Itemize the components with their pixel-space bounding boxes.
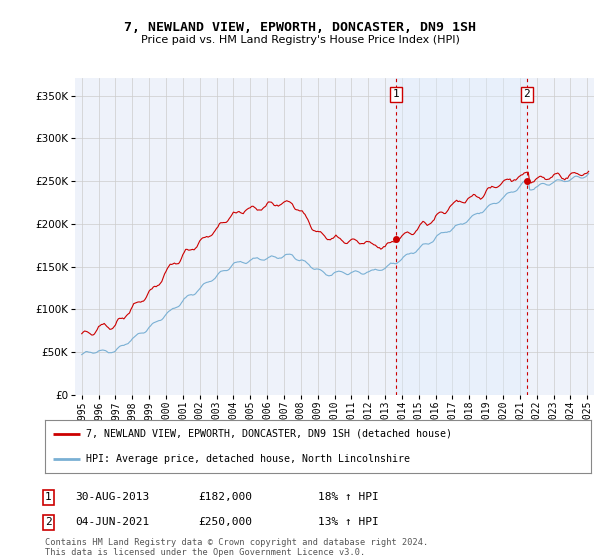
Text: 30-AUG-2013: 30-AUG-2013 — [75, 492, 149, 502]
Text: £182,000: £182,000 — [198, 492, 252, 502]
Text: 18% ↑ HPI: 18% ↑ HPI — [318, 492, 379, 502]
Text: 1: 1 — [45, 492, 52, 502]
Text: 2: 2 — [524, 90, 530, 100]
Text: 1: 1 — [393, 90, 400, 100]
Text: HPI: Average price, detached house, North Lincolnshire: HPI: Average price, detached house, Nort… — [86, 454, 410, 464]
Bar — [396, 78, 527, 395]
Text: 7, NEWLAND VIEW, EPWORTH, DONCASTER, DN9 1SH (detached house): 7, NEWLAND VIEW, EPWORTH, DONCASTER, DN9… — [86, 429, 452, 439]
Text: 13% ↑ HPI: 13% ↑ HPI — [318, 517, 379, 528]
Text: Price paid vs. HM Land Registry's House Price Index (HPI): Price paid vs. HM Land Registry's House … — [140, 35, 460, 45]
Text: 04-JUN-2021: 04-JUN-2021 — [75, 517, 149, 528]
Text: 7, NEWLAND VIEW, EPWORTH, DONCASTER, DN9 1SH: 7, NEWLAND VIEW, EPWORTH, DONCASTER, DN9… — [124, 21, 476, 34]
Text: £250,000: £250,000 — [198, 517, 252, 528]
Text: Contains HM Land Registry data © Crown copyright and database right 2024.
This d: Contains HM Land Registry data © Crown c… — [45, 538, 428, 557]
Text: 2: 2 — [45, 517, 52, 528]
